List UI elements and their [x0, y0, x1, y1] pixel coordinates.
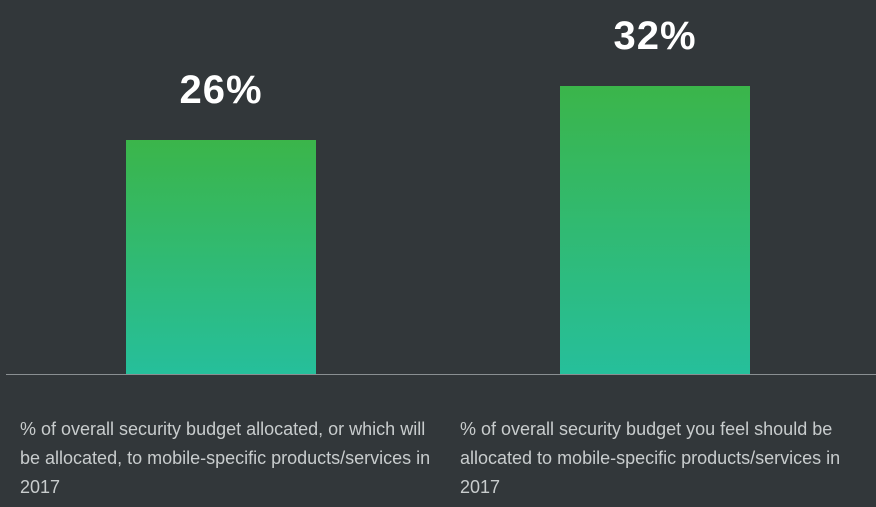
bar [560, 86, 750, 374]
category-label: % of overall security budget allocated, … [20, 419, 431, 497]
value-label: 26% [179, 68, 262, 112]
category-label: % of overall security budget you feel sh… [460, 419, 841, 497]
value-label: 32% [613, 14, 696, 58]
bar [126, 140, 316, 374]
